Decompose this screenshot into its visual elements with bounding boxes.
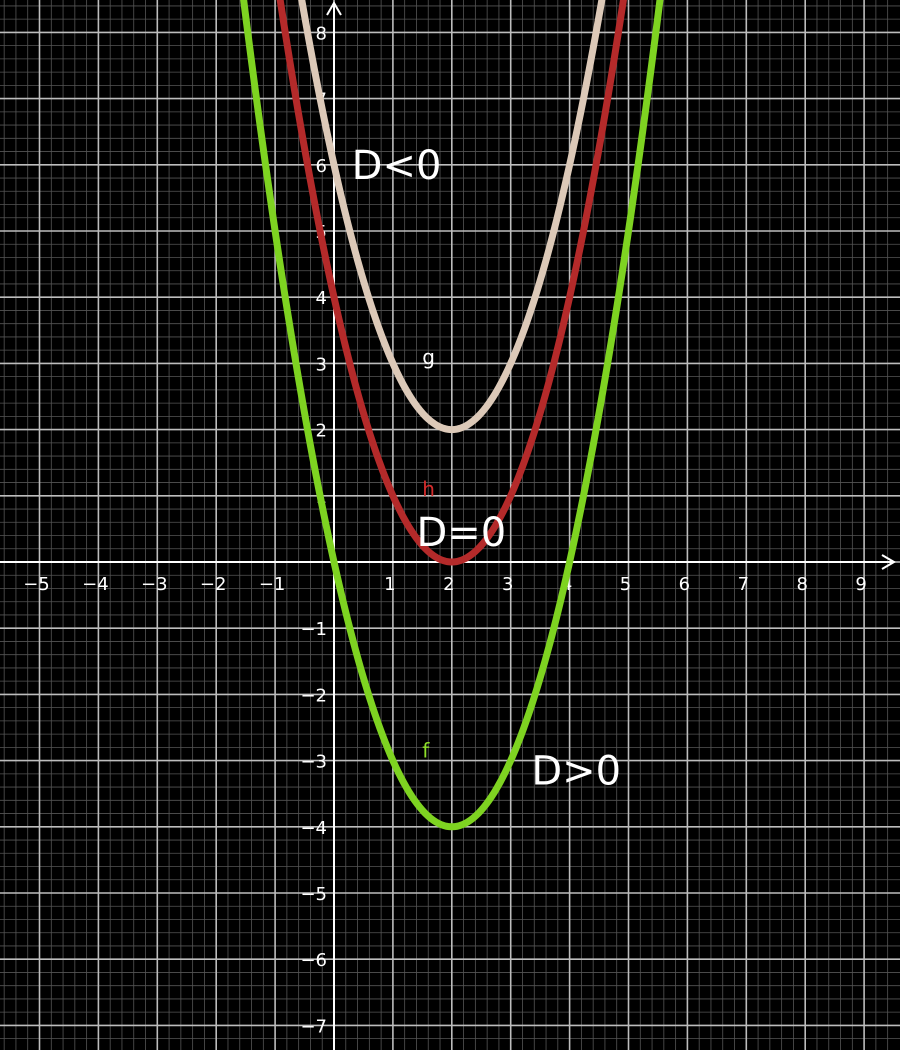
x-tick-label: −3	[141, 574, 168, 595]
x-tick-label: 2	[443, 574, 454, 595]
y-tick-label: −2	[300, 685, 327, 706]
x-axis-arrow	[881, 554, 896, 570]
y-tick-label: −7	[300, 1016, 327, 1037]
curve-label-f: f	[422, 739, 430, 763]
x-tick-label: −5	[23, 574, 50, 595]
annotation-label: D>0	[531, 749, 621, 795]
annotation-label: D=0	[416, 510, 506, 556]
curve-labels: g h f	[422, 345, 435, 763]
curve-g	[298, 0, 606, 434]
y-tick-label: −6	[300, 950, 327, 971]
y-tick-label: −4	[300, 818, 327, 839]
y-tick-label: −3	[300, 752, 327, 773]
y-tick-label: −5	[300, 884, 327, 905]
x-tick-label: −2	[200, 574, 227, 595]
x-tick-label: 1	[384, 574, 395, 595]
x-tick-label: 7	[738, 574, 749, 595]
y-tick-label: 3	[316, 354, 327, 375]
y-tick-label: −1	[300, 619, 327, 640]
x-tick-label: 9	[855, 574, 866, 595]
annotations: D<0 D=0 D>0	[352, 143, 621, 795]
curves	[240, 0, 664, 831]
x-tick-label: 3	[502, 574, 513, 595]
y-tick-label: 2	[316, 421, 327, 442]
y-axis-arrow	[326, 1, 342, 16]
curve-h	[276, 0, 627, 566]
x-tick-label: 8	[796, 574, 807, 595]
y-tick-label: 8	[316, 23, 327, 44]
x-tick-label: 5	[620, 574, 631, 595]
curve-label-g: g	[422, 345, 435, 369]
x-tick-label: 6	[679, 574, 690, 595]
curve-label-h: h	[422, 477, 435, 501]
curve-f	[240, 0, 664, 831]
y-tick-label: 6	[316, 156, 327, 177]
x-tick-label: −1	[259, 574, 286, 595]
y-tick-label: 4	[316, 288, 327, 309]
x-tick-label: −4	[82, 574, 109, 595]
annotation-label: D<0	[352, 143, 442, 189]
